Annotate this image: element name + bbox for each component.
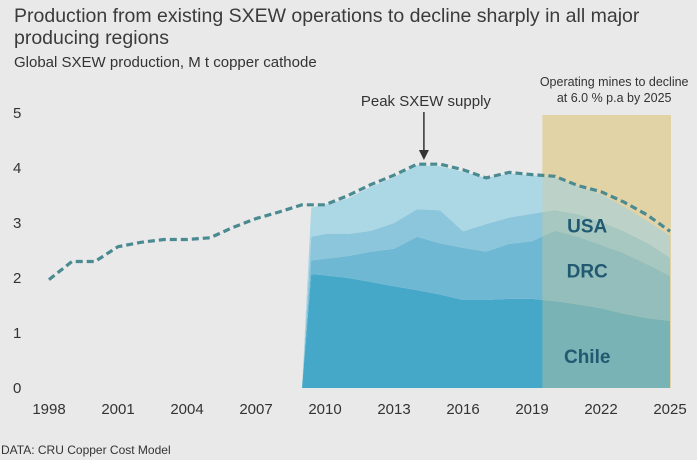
total-line-layer <box>48 162 671 281</box>
forecast-label-line: Operating mines to decline <box>540 75 689 89</box>
x-tick-label: 2022 <box>584 401 617 418</box>
y-tick-label: 1 <box>13 325 21 342</box>
x-tick-label: 2007 <box>239 401 272 418</box>
peak-supply-arrowhead <box>418 150 429 160</box>
annotation-layer: Peak SXEW supply USA DRC Chile <box>361 93 611 368</box>
forecast-overlay <box>542 115 671 388</box>
total-production-line <box>48 162 671 281</box>
stacked-areas <box>302 115 671 388</box>
peak-supply-label: Peak SXEW supply <box>361 93 492 110</box>
area-drc <box>302 230 670 388</box>
axis-layer: 0 1 2 3 4 5 1998 2001 2004 2007 2010 2013 2016 2019 20… <box>13 105 687 418</box>
region-label-chile: Chile <box>564 347 610 368</box>
chart-title: Production from existing SXEW operations… <box>14 5 640 49</box>
chart-subtitle: Global SXEW production, M t copper catho… <box>14 54 317 71</box>
forecast-label-line: at 6.0 % p.a by 2025 <box>557 91 672 105</box>
y-tick-label: 4 <box>13 160 21 177</box>
x-tick-label: 2016 <box>446 401 479 418</box>
region-label-drc: DRC <box>567 262 608 283</box>
area-usa <box>302 209 670 388</box>
y-tick-label: 5 <box>13 105 21 122</box>
source-note: DATA: CRU Copper Cost Model <box>1 443 171 457</box>
x-tick-label: 2001 <box>101 401 134 418</box>
x-tick-label: 2010 <box>308 401 341 418</box>
x-tick-label: 1998 <box>32 401 65 418</box>
area-chile <box>302 274 670 388</box>
x-tick-label: 2025 <box>653 401 686 418</box>
region-label-usa: USA <box>567 216 607 237</box>
x-tick-label: 2004 <box>170 401 203 418</box>
y-tick-label: 0 <box>13 380 21 397</box>
x-tick-label: 2019 <box>515 401 548 418</box>
y-tick-label: 3 <box>13 215 21 232</box>
area-other <box>302 165 670 388</box>
x-tick-label: 2013 <box>377 401 410 418</box>
y-tick-label: 2 <box>13 270 21 287</box>
